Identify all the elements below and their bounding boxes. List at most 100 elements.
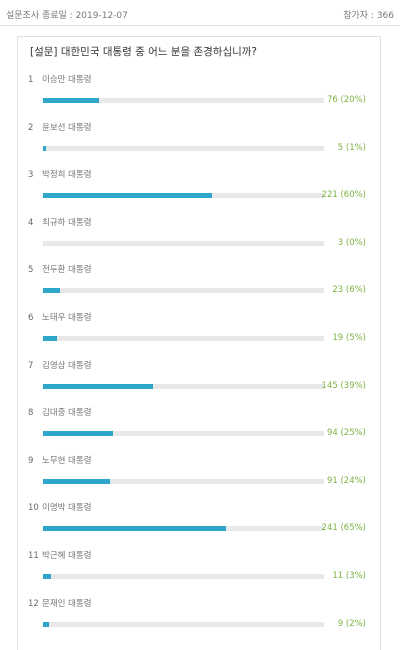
vote-percent: (65%) <box>340 523 366 534</box>
survey-header: 설문조사 종료일 : 2019-12-07 참가자 : 366 <box>0 0 400 26</box>
survey-option: 8 김대중 대통령 94 (25%) <box>18 406 380 452</box>
result-bar-fill <box>43 621 49 627</box>
result-bar-fill <box>43 336 58 341</box>
option-name: 전두환 대통령 <box>42 265 92 276</box>
result-bar-fill <box>43 478 111 484</box>
option-name: 노태우 대통령 <box>42 313 92 323</box>
option-result: 9 (2%) <box>338 619 366 629</box>
option-result: 19 (5%) <box>332 333 366 343</box>
vote-count: 9 <box>337 618 344 629</box>
survey-end-date: 설문조사 종료일 : 2019-12-07 <box>6 11 128 21</box>
option-result: 3 (0%) <box>338 238 366 248</box>
vote-percent: (5%) <box>345 333 366 343</box>
option-label: 9 노무현 대통령 <box>28 454 92 466</box>
participant-count: 참가자 : 366 <box>343 11 394 21</box>
option-number: 11 <box>28 551 39 561</box>
option-name: 최규하 대통령 <box>42 217 92 228</box>
option-label: 7 김영삼 대통령 <box>28 359 92 371</box>
result-bar-fill <box>43 431 114 437</box>
option-number: 8 <box>28 408 34 419</box>
vote-percent: (60%) <box>340 190 366 201</box>
option-label: 1 이승만 대통령 <box>28 73 92 85</box>
option-result: 221 (60%) <box>322 190 366 200</box>
survey-option: 3 박정희 대통령 221 (60%) <box>18 168 380 214</box>
option-label: 10 이명박 대통령 <box>28 501 92 513</box>
result-bar-track <box>43 288 324 294</box>
option-label: 12 문재인 대통령 <box>28 597 92 609</box>
option-name: 윤보선 대통령 <box>42 122 92 133</box>
survey-option: 9 노무현 대통령 91 (24%) <box>18 454 380 500</box>
option-number: 2 <box>28 122 34 133</box>
survey-option: 4 최규하 대통령 3 (0%) <box>18 216 380 262</box>
option-result: 23 (6%) <box>332 285 366 295</box>
option-name: 박정희 대통령 <box>42 170 92 181</box>
option-name: 김영삼 대통령 <box>42 360 92 371</box>
vote-count: 76 <box>326 95 338 105</box>
result-bar-track <box>43 383 324 389</box>
option-number: 12 <box>28 598 39 609</box>
option-number: 3 <box>28 170 34 181</box>
vote-count: 11 <box>332 571 344 581</box>
vote-count: 145 <box>321 380 338 391</box>
result-bar-track <box>43 478 324 484</box>
result-bar-track <box>43 240 324 246</box>
vote-count: 221 <box>321 190 338 201</box>
survey-option: 11 박근혜 대통령 11 (3%) <box>18 549 380 595</box>
vote-count: 23 <box>332 285 344 296</box>
option-result: 94 (25%) <box>327 428 366 438</box>
survey-option: 10 이명박 대통령 241 (65%) <box>18 501 380 547</box>
option-name: 김대중 대통령 <box>42 408 92 419</box>
option-result: 91 (24%) <box>327 476 366 486</box>
option-label: 3 박정희 대통령 <box>28 168 92 180</box>
vote-count: 19 <box>332 333 344 343</box>
result-bar-track <box>43 336 324 341</box>
survey-panel: [설문] 대한민국 대통령 중 어느 분을 존경하십니까? 1 이승만 대통령 76… <box>17 36 381 650</box>
result-bar-track <box>43 621 324 627</box>
vote-percent: (1%) <box>345 142 366 153</box>
survey-option: 6 노태우 대통령 19 (5%) <box>18 311 380 357</box>
option-number: 7 <box>28 360 34 371</box>
result-bar-fill <box>43 288 60 294</box>
vote-count: 241 <box>321 523 338 534</box>
option-number: 6 <box>28 313 34 323</box>
result-bar-fill <box>43 145 46 151</box>
survey-option: 2 윤보선 대통령 5 (1%) <box>18 121 380 167</box>
vote-count: 5 <box>337 142 344 153</box>
survey-question: [설문] 대한민국 대통령 중 어느 분을 존경하십니까? <box>30 46 257 58</box>
survey-option: 1 이승만 대통령 76 (20%) <box>18 73 380 119</box>
vote-percent: (6%) <box>345 285 366 296</box>
option-result: 76 (20%) <box>327 95 366 105</box>
option-label: 5 전두환 대통령 <box>28 263 92 275</box>
result-bar-fill <box>43 574 52 579</box>
result-bar-fill <box>43 526 226 532</box>
option-label: 11 박근혜 대통령 <box>28 549 92 561</box>
vote-percent: (24%) <box>340 475 366 486</box>
option-label: 6 노태우 대통령 <box>28 311 92 323</box>
vote-percent: (39%) <box>340 380 366 391</box>
option-name: 노무현 대통령 <box>42 455 92 466</box>
survey-option: 5 전두환 대통령 23 (6%) <box>18 263 380 309</box>
option-label: 4 최규하 대통령 <box>28 216 92 228</box>
result-bar-track <box>43 574 324 579</box>
option-result: 145 (39%) <box>322 381 366 391</box>
result-bar-track <box>43 98 324 103</box>
option-number: 10 <box>28 503 39 514</box>
vote-count: 3 <box>337 237 344 248</box>
option-number: 9 <box>28 455 34 466</box>
vote-percent: (0%) <box>345 237 366 248</box>
option-name: 박근혜 대통령 <box>42 551 92 561</box>
option-result: 241 (65%) <box>322 523 366 533</box>
result-bar-track <box>43 431 324 437</box>
option-result: 5 (1%) <box>338 143 366 153</box>
option-number: 1 <box>28 75 34 85</box>
option-label: 2 윤보선 대통령 <box>28 121 92 133</box>
option-label: 8 김대중 대통령 <box>28 406 92 418</box>
vote-count: 94 <box>326 428 338 439</box>
vote-percent: (25%) <box>340 428 366 439</box>
option-number: 5 <box>28 265 34 276</box>
vote-percent: (2%) <box>345 618 366 629</box>
vote-percent: (20%) <box>340 95 366 105</box>
result-bar-fill <box>43 383 153 389</box>
vote-percent: (3%) <box>345 571 366 581</box>
result-bar-fill <box>43 193 212 199</box>
